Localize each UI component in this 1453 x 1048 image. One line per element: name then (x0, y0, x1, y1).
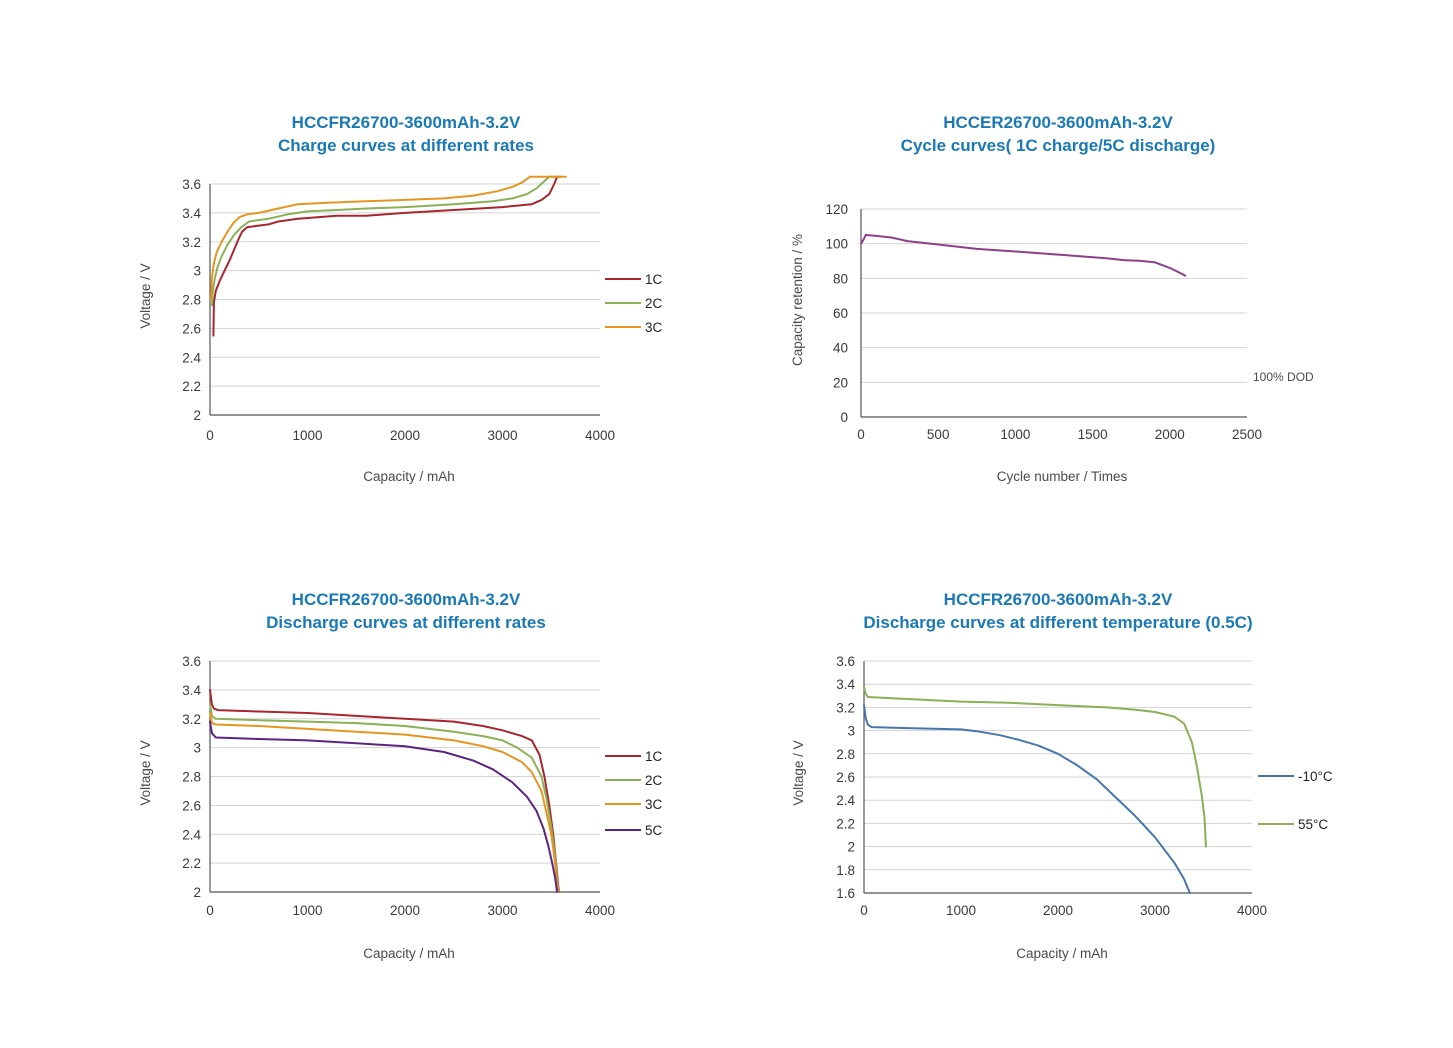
x-axis-label: Cycle number / Times (997, 469, 1128, 484)
chart-1: HCCFR26700-3600mAh-3.2V Charge curves at … (138, 113, 663, 484)
x-tick-label: 4000 (585, 903, 615, 918)
chart-2: HCCER26700-3600mAh-3.2V Cycle curves( 1C … (790, 113, 1314, 484)
legend-label-3c: 3C (645, 797, 663, 812)
x-tick-label: 1000 (1000, 427, 1030, 442)
y-tick-label: 3.2 (182, 235, 201, 250)
y-axis-label: Voltage / V (791, 740, 806, 805)
series-line-10c (863, 704, 1191, 894)
series-line-cycle (860, 234, 1187, 277)
y-tick-label: 3.6 (182, 654, 201, 669)
x-tick-label: 4000 (585, 428, 615, 443)
y-tick-label: 3.2 (836, 700, 855, 715)
y-tick-label: 2 (193, 408, 201, 423)
y-tick-label: 3.2 (182, 712, 201, 727)
x-tick-label: 3000 (487, 903, 517, 918)
y-tick-label: 3.4 (836, 677, 855, 692)
dod-annotation: 100% DOD (1253, 370, 1314, 384)
legend-label-1c: 1C (645, 272, 663, 287)
y-tick-label: 120 (825, 202, 848, 217)
y-tick-label: 2.2 (182, 856, 201, 871)
x-tick-label: 500 (927, 427, 950, 442)
y-tick-label: 2.8 (182, 293, 201, 308)
y-tick-label: 2.6 (182, 798, 201, 813)
y-tick-label: 60 (833, 306, 848, 321)
y-axis-label: Capacity retention / % (790, 234, 805, 366)
x-tick-label: 0 (206, 428, 214, 443)
x-tick-label: 3000 (487, 428, 517, 443)
chart-4: HCCFR26700-3600mAh-3.2V Discharge curves … (791, 590, 1333, 961)
chart-subtitle: Discharge curves at different temperatur… (863, 613, 1252, 632)
y-tick-label: 2.6 (182, 321, 201, 336)
chart-title: HCCFR26700-3600mAh-3.2V (292, 590, 521, 609)
y-tick-label: 2.8 (182, 770, 201, 785)
y-tick-label: 0 (840, 410, 848, 425)
x-tick-label: 0 (206, 903, 214, 918)
chart-subtitle: Charge curves at different rates (278, 136, 534, 155)
y-tick-label: 2.4 (836, 793, 855, 808)
y-tick-label: 2.2 (836, 816, 855, 831)
chart-3: HCCFR26700-3600mAh-3.2V Discharge curves … (138, 590, 663, 961)
chart-title: HCCFR26700-3600mAh-3.2V (292, 113, 521, 132)
y-tick-label: 3.4 (182, 206, 201, 221)
y-tick-label: 3 (193, 741, 201, 756)
x-tick-label: 1500 (1078, 427, 1108, 442)
x-tick-label: 2000 (1043, 903, 1073, 918)
chart-title: HCCER26700-3600mAh-3.2V (943, 113, 1173, 132)
y-tick-label: 2.2 (182, 379, 201, 394)
y-tick-label: 20 (833, 375, 848, 390)
y-tick-label: 3.4 (182, 683, 201, 698)
series-line-3c (210, 175, 567, 301)
y-tick-label: 2.8 (836, 747, 855, 762)
x-tick-label: 0 (860, 903, 868, 918)
x-tick-label: 1000 (292, 428, 322, 443)
chart-title: HCCFR26700-3600mAh-3.2V (944, 590, 1173, 609)
x-tick-label: 2500 (1232, 427, 1262, 442)
series-line-55c (863, 685, 1207, 848)
x-tick-label: 4000 (1237, 903, 1267, 918)
x-tick-label: 2000 (1155, 427, 1185, 442)
legend-label-55c: 55°C (1298, 817, 1328, 832)
y-tick-label: 2.6 (836, 770, 855, 785)
legend-label-1c: 1C (645, 749, 663, 764)
x-tick-label: 2000 (390, 903, 420, 918)
series-line-3c (209, 712, 560, 893)
y-tick-label: 3 (847, 724, 855, 739)
x-tick-label: 3000 (1140, 903, 1170, 918)
chart-subtitle: Discharge curves at different rates (266, 613, 546, 632)
x-tick-label: 1000 (292, 903, 322, 918)
series-line-2c (210, 175, 560, 307)
y-axis-label: Voltage / V (138, 740, 153, 805)
legend-label-2c: 2C (645, 296, 663, 311)
y-tick-label: 2.4 (182, 350, 201, 365)
y-tick-label: 80 (833, 271, 848, 286)
y-tick-label: 40 (833, 341, 848, 356)
legend-label-3c: 3C (645, 320, 663, 335)
y-tick-label: 2 (193, 885, 201, 900)
legend-label-2c: 2C (645, 773, 663, 788)
y-tick-label: 2.4 (182, 827, 201, 842)
y-tick-label: 3.6 (182, 177, 201, 192)
legend-label-10c: -10°C (1298, 769, 1333, 784)
x-tick-label: 2000 (390, 428, 420, 443)
y-tick-label: 3 (193, 264, 201, 279)
legend-label-5c: 5C (645, 823, 663, 838)
x-axis-label: Capacity / mAh (363, 469, 455, 484)
series-line-5c (209, 720, 559, 893)
x-axis-label: Capacity / mAh (363, 946, 455, 961)
y-tick-label: 2 (847, 840, 855, 855)
series-line-1c (212, 175, 562, 337)
chart-subtitle: Cycle curves( 1C charge/5C discharge) (901, 136, 1216, 155)
y-axis-label: Voltage / V (138, 263, 153, 328)
y-tick-label: 3.6 (836, 654, 855, 669)
y-tick-label: 1.6 (836, 886, 855, 901)
x-tick-label: 1000 (946, 903, 976, 918)
y-tick-label: 1.8 (836, 863, 855, 878)
x-axis-label: Capacity / mAh (1016, 946, 1108, 961)
series-line-2c (209, 703, 560, 893)
x-tick-label: 0 (857, 427, 865, 442)
y-tick-label: 100 (825, 237, 848, 252)
